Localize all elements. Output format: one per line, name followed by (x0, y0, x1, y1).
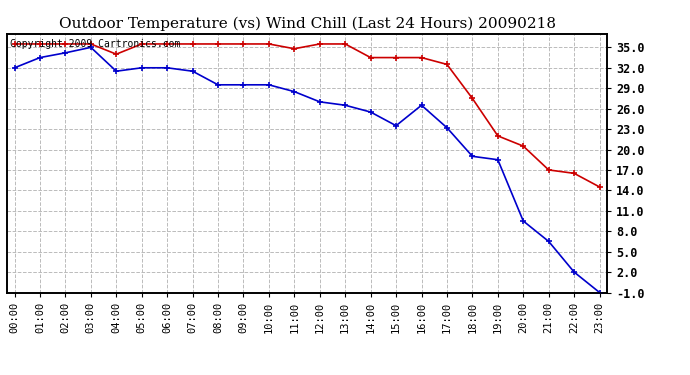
Title: Outdoor Temperature (vs) Wind Chill (Last 24 Hours) 20090218: Outdoor Temperature (vs) Wind Chill (Las… (59, 17, 555, 31)
Text: Copyright 2009 Cartronics.com: Copyright 2009 Cartronics.com (10, 39, 180, 49)
